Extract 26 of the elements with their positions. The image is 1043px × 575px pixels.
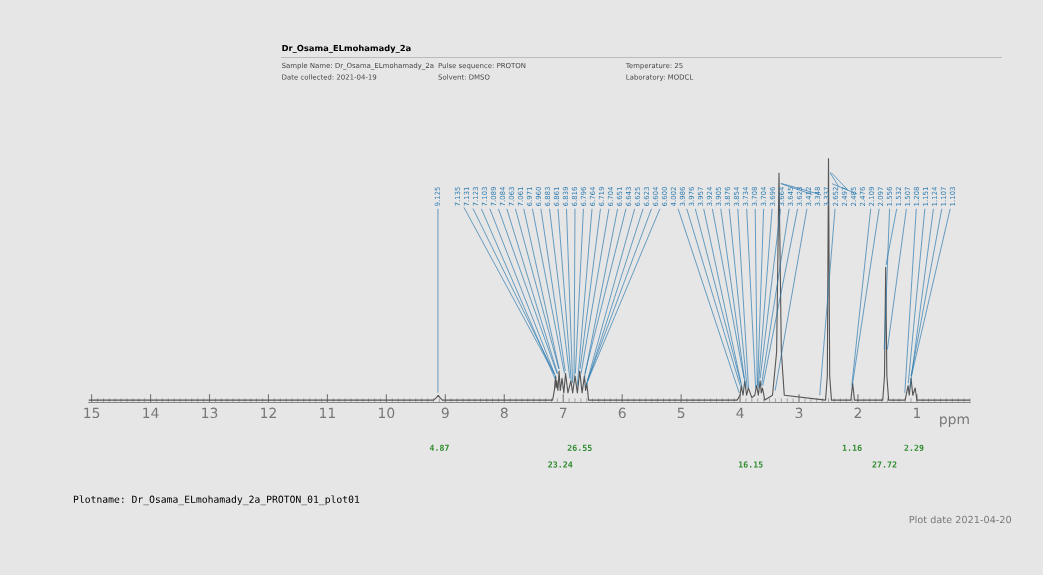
x-tick-label: 4 [736, 407, 744, 418]
text: 2.29 [904, 444, 924, 452]
x-tick-label: 8 [500, 407, 508, 419]
x-axis-title: ppm [940, 416, 969, 428]
text: 27.72 [872, 461, 897, 468]
text: 23.24 [548, 461, 573, 468]
x-tick-label: 14 [143, 407, 159, 418]
text: Plotname: Dr_Osama_ELmohamady_2a_PROTON_01_plot01 [73, 495, 360, 506]
x-tick-label: 3 [795, 407, 803, 419]
text: 4.87 [429, 444, 449, 451]
x-tick-label: 13 [202, 407, 218, 419]
chart-title: Dr_Osama_ELmohamady_2a [282, 44, 411, 54]
x-tick-label: 12 [261, 407, 276, 418]
x-tick-label: 11 [320, 407, 335, 418]
text: 26.55 [567, 444, 592, 451]
x-tick-label: 9 [441, 407, 449, 419]
x-tick-label: 15 [84, 407, 100, 419]
x-tick-label: 7 [559, 407, 567, 418]
x-tick-label: 6 [618, 407, 626, 419]
x-tick-label: 5 [677, 407, 685, 419]
text: Plot date 2021-04-20 [909, 515, 1012, 524]
x-tick-label: 1 [914, 407, 921, 418]
text: 16.15 [738, 461, 763, 468]
x-tick-label: 2 [854, 407, 862, 418]
text: 1.16 [842, 444, 862, 451]
x-tick-label: 10 [379, 407, 395, 419]
